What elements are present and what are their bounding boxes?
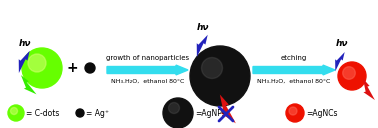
FancyArrow shape: [107, 65, 188, 75]
Text: hν: hν: [197, 23, 209, 32]
Circle shape: [11, 108, 17, 115]
Text: hν: hν: [19, 39, 31, 48]
Polygon shape: [220, 95, 236, 123]
Circle shape: [22, 48, 62, 88]
Circle shape: [169, 103, 180, 114]
Text: =AgNCs: =AgNCs: [306, 109, 338, 118]
Text: = C-dots: = C-dots: [26, 109, 59, 118]
Text: +: +: [66, 61, 78, 75]
Text: hν: hν: [336, 39, 348, 48]
Circle shape: [163, 98, 193, 128]
Circle shape: [85, 63, 95, 73]
Circle shape: [190, 46, 250, 106]
Polygon shape: [19, 51, 30, 73]
Text: growth of nanoparticles: growth of nanoparticles: [106, 55, 189, 61]
Circle shape: [289, 107, 297, 115]
Circle shape: [8, 105, 24, 121]
Polygon shape: [21, 75, 37, 94]
Circle shape: [286, 104, 304, 122]
Polygon shape: [197, 35, 208, 57]
Polygon shape: [335, 52, 345, 71]
Text: NH₃.H₂O,  ethanol 80°C: NH₃.H₂O, ethanol 80°C: [111, 79, 184, 84]
Circle shape: [76, 109, 84, 117]
Circle shape: [343, 67, 355, 79]
Text: NH₃.H₂O,  ethanol 80°C: NH₃.H₂O, ethanol 80°C: [257, 79, 331, 84]
Text: etching: etching: [281, 55, 307, 61]
FancyArrow shape: [253, 65, 335, 75]
Text: = Ag⁺: = Ag⁺: [86, 109, 109, 118]
Circle shape: [201, 57, 223, 78]
Polygon shape: [363, 78, 375, 100]
Circle shape: [338, 62, 366, 90]
Circle shape: [28, 54, 46, 72]
Text: =AgNPs: =AgNPs: [195, 109, 226, 118]
